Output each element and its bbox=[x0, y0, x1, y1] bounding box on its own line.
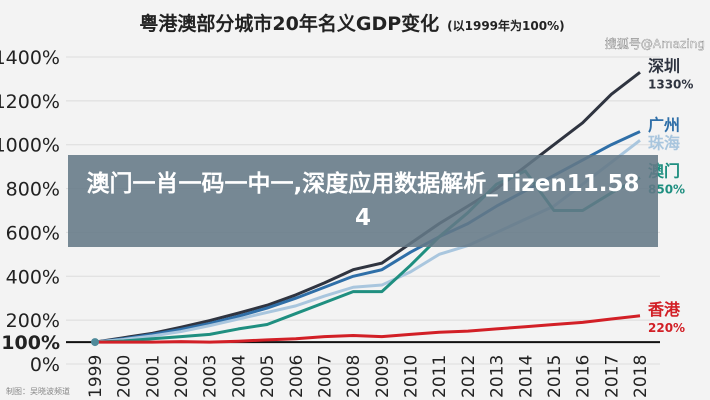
x-tick-label: 2000 bbox=[115, 355, 135, 398]
x-tick-label: 2015 bbox=[545, 355, 565, 398]
x-tick-label: 2007 bbox=[315, 355, 335, 398]
chart-title-main: 粤港澳部分城市20年名义GDP变化 bbox=[139, 12, 439, 35]
series-end-value: 1330% bbox=[648, 77, 693, 91]
chart-subtitle: (以1999年为100%) bbox=[447, 18, 564, 33]
chart-title: 粤港澳部分城市20年名义GDP变化 (以1999年为100%) bbox=[139, 12, 564, 35]
y-tick-label: 1400% bbox=[0, 47, 60, 69]
y-tick-label: 0% bbox=[30, 354, 60, 376]
overlay-headline: 澳门一肖一码一中一,深度应用数据解析_Tizen11.584 bbox=[86, 171, 640, 231]
x-tick-label: 2008 bbox=[344, 355, 364, 398]
series-label: 深圳 bbox=[648, 56, 680, 75]
y-tick-label: 200% bbox=[6, 310, 60, 332]
x-tick-label: 2017 bbox=[602, 355, 622, 398]
x-tick-label: 2006 bbox=[287, 355, 307, 398]
x-tick-label: 2002 bbox=[172, 355, 192, 398]
series-line-香港 bbox=[95, 314, 641, 344]
series-label: 广州 bbox=[648, 116, 680, 135]
series-label: 香港 bbox=[647, 300, 681, 319]
y-tick-label: 800% bbox=[6, 179, 60, 201]
series-line-深圳 bbox=[94, 71, 641, 344]
x-tick-label: 2011 bbox=[430, 355, 450, 398]
x-tick-label: 2009 bbox=[373, 355, 393, 398]
x-tick-label: 2012 bbox=[459, 355, 479, 398]
overlay-banner: 澳门一肖一码一中一,深度应用数据解析_Tizen11.584 bbox=[68, 155, 658, 247]
series-label: 珠海 bbox=[648, 134, 680, 153]
x-tick-label: 2001 bbox=[143, 355, 163, 398]
x-tick-label: 2003 bbox=[201, 355, 221, 398]
origin-point bbox=[91, 338, 99, 347]
x-tick-label: 2016 bbox=[574, 355, 594, 398]
y-tick-label: 400% bbox=[6, 266, 60, 288]
x-tick-label: 1999 bbox=[86, 355, 106, 398]
series-end-value: 220% bbox=[648, 321, 685, 335]
x-tick-label: 2014 bbox=[516, 355, 536, 398]
x-tick-label: 2004 bbox=[229, 355, 249, 398]
x-tick-label: 2010 bbox=[402, 355, 422, 398]
y-tick-label: 1200% bbox=[0, 91, 60, 113]
maker-credit: 制图：吴晓波频道 bbox=[6, 386, 70, 396]
y-tick-label: 1000% bbox=[0, 135, 60, 157]
x-tick-label: 2005 bbox=[258, 355, 278, 398]
x-tick-label: 2018 bbox=[631, 355, 651, 398]
y-tick-label: 600% bbox=[6, 222, 60, 244]
y-tick-label: 100% bbox=[1, 332, 60, 354]
watermark: 搜狐号@Amazing bbox=[605, 36, 705, 51]
x-tick-label: 2013 bbox=[488, 355, 508, 398]
